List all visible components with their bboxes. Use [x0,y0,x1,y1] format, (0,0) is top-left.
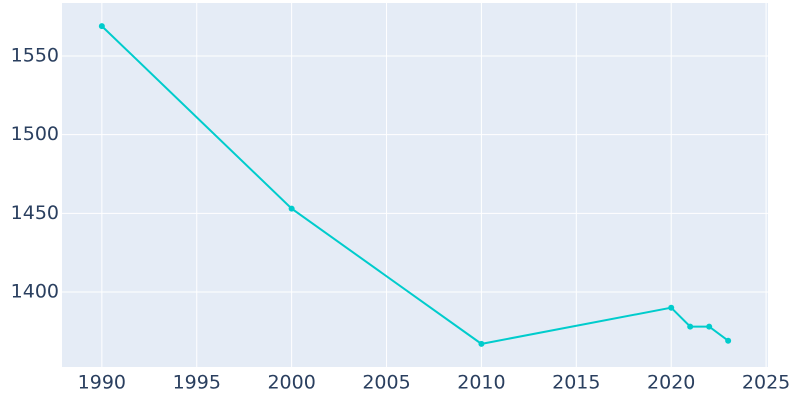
x-tick-label: 2015 [552,372,600,394]
x-tick-label: 2005 [362,372,410,394]
point [706,323,713,330]
x-tick-label: 1995 [173,372,221,394]
x-tick-label: 2010 [457,372,505,394]
point [687,323,694,330]
plot-area [62,3,768,367]
point [668,304,675,311]
y-tick-label: 1550 [11,45,59,67]
y-tick-label: 1400 [11,280,59,302]
point [98,23,105,30]
x-tick-label: 2000 [267,372,315,394]
y-tick-label: 1500 [11,123,59,145]
point [288,205,295,212]
x-tick-label: 2025 [742,372,790,394]
point [478,340,485,347]
x-tick-label: 2020 [647,372,695,394]
x-tick-label: 1990 [78,372,126,394]
y-tick-label: 1450 [11,202,59,224]
point [725,337,732,344]
